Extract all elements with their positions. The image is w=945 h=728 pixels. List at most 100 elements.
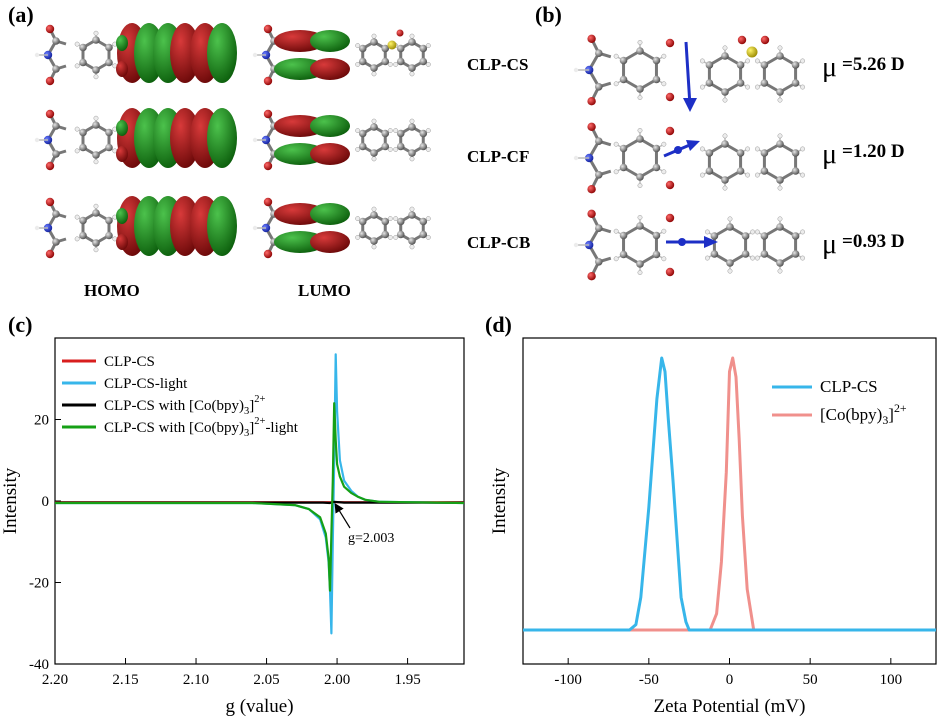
orbital-panel bbox=[34, 23, 431, 259]
orbital-lobe-red bbox=[116, 61, 128, 77]
oxygen-atom bbox=[587, 272, 596, 281]
carbon-atom bbox=[92, 209, 100, 217]
carbon-atom bbox=[595, 49, 603, 57]
oxygen-atom bbox=[263, 249, 273, 259]
series-line bbox=[55, 402, 464, 592]
hydrogen-atom bbox=[409, 244, 415, 250]
carbon-atom bbox=[636, 85, 644, 93]
x-tick-label: -100 bbox=[554, 672, 582, 688]
hydrogen-atom bbox=[637, 128, 643, 133]
hydrogen-atom bbox=[425, 234, 431, 240]
legend-superscript: 2+ bbox=[894, 401, 907, 415]
hydrogen-atom bbox=[93, 247, 99, 253]
carbon-atom bbox=[721, 140, 729, 148]
carbon-atom bbox=[79, 128, 87, 137]
x-axis-label: g (value) bbox=[225, 696, 293, 717]
oxygen-atom bbox=[665, 213, 675, 223]
carbon-atom bbox=[419, 44, 428, 53]
hydrogen-atom bbox=[777, 268, 783, 274]
carbon-atom bbox=[358, 44, 367, 53]
x-tick-label: 0 bbox=[726, 672, 734, 688]
carbon-atom bbox=[619, 144, 628, 153]
benzene-ring bbox=[699, 45, 751, 103]
hydrogen-atom bbox=[661, 81, 667, 87]
carbon-atom bbox=[736, 79, 745, 87]
carbon-atom bbox=[419, 230, 428, 239]
orbital-lobe-green bbox=[310, 30, 350, 52]
legend-subscript: 3 bbox=[244, 428, 249, 439]
carbon-atom bbox=[760, 61, 769, 69]
carbon-atom bbox=[358, 57, 367, 66]
carbon-atom bbox=[652, 231, 661, 240]
annotation-arrow bbox=[334, 502, 351, 529]
carbon-atom bbox=[776, 259, 784, 267]
carbon-atom bbox=[595, 171, 603, 179]
legend-subscript: 3 bbox=[882, 413, 888, 427]
carbon-atom bbox=[636, 260, 644, 268]
hydrogen-atom bbox=[745, 146, 751, 152]
oxygen-atom bbox=[587, 122, 596, 131]
dipole-origin-cf bbox=[674, 146, 682, 154]
carbon-atom bbox=[760, 250, 769, 258]
carbon-atom bbox=[705, 61, 714, 69]
hydrogen-atom bbox=[425, 146, 431, 152]
orbital-lobe-green bbox=[207, 23, 237, 83]
hydrogen-atom bbox=[425, 43, 431, 49]
x-tick-label: -50 bbox=[639, 672, 659, 688]
benzene-ring bbox=[613, 40, 667, 101]
y-axis-label: Intensity bbox=[489, 467, 510, 534]
hydrogen-atom bbox=[387, 146, 393, 152]
lumo-label: LUMO bbox=[298, 281, 351, 300]
hydrogen-atom bbox=[637, 215, 643, 220]
sulfur-atom bbox=[387, 40, 397, 50]
imide-group bbox=[252, 109, 285, 171]
hydrogen-atom bbox=[777, 133, 783, 139]
hydrogen-atom bbox=[74, 63, 80, 69]
carbon-atom bbox=[760, 167, 769, 175]
imide-group bbox=[252, 24, 285, 86]
hydrogen-atom bbox=[252, 225, 258, 231]
hydrogen-atom bbox=[722, 45, 728, 51]
hydrogen-atom bbox=[93, 74, 99, 80]
hydrogen-atom bbox=[74, 214, 80, 220]
orbital-lobe-green bbox=[310, 203, 350, 225]
hydrogen-atom bbox=[722, 97, 728, 103]
carbon-atom bbox=[79, 43, 87, 52]
legend-bracket: ] bbox=[249, 398, 254, 414]
imide-group bbox=[573, 209, 612, 281]
hydrogen-atom bbox=[777, 45, 783, 51]
dipole-value-cb: =0.93 D bbox=[842, 231, 905, 252]
legend-bracket: ] bbox=[249, 420, 254, 436]
carbon-atom bbox=[408, 123, 416, 131]
carbon-atom bbox=[710, 232, 719, 240]
orbital-lobe-red bbox=[310, 58, 350, 80]
benzene-ring bbox=[74, 203, 118, 253]
hydrogen-atom bbox=[699, 146, 705, 152]
carbon-atom bbox=[52, 122, 60, 130]
legend-bracket: ] bbox=[888, 405, 894, 424]
hydrogen-atom bbox=[387, 61, 393, 67]
hydrogen-atom bbox=[425, 128, 431, 134]
oxygen-atom bbox=[263, 197, 273, 207]
legend-label: CLP-CS bbox=[820, 377, 878, 396]
carbon-atom bbox=[381, 44, 390, 53]
carbon-atom bbox=[619, 163, 628, 172]
carbon-atom bbox=[408, 64, 416, 72]
hydrogen-atom bbox=[637, 183, 643, 189]
hydrogen-atom bbox=[754, 255, 760, 261]
hydrogen-atom bbox=[371, 206, 377, 212]
y-tick-label: 0 bbox=[42, 494, 50, 510]
structure-label-cs: CLP-CS bbox=[467, 55, 528, 74]
hydrogen-atom bbox=[393, 146, 399, 152]
hydrogen-atom bbox=[745, 172, 751, 178]
carbon-atom bbox=[776, 88, 784, 96]
epr-chart: 2.20 2.15 2.10 2.05 2.00 1.95 -40 -20 0 20 g (valu… bbox=[0, 337, 465, 717]
carbon-atom bbox=[52, 37, 60, 45]
legend-subscript: 3 bbox=[244, 406, 249, 417]
benzene-ring bbox=[393, 206, 431, 250]
hydrogen-atom bbox=[355, 234, 361, 240]
carbon-atom bbox=[381, 142, 390, 151]
carbon-atom bbox=[791, 149, 800, 157]
carbon-atom bbox=[396, 129, 405, 138]
hydrogen-atom bbox=[355, 128, 361, 134]
